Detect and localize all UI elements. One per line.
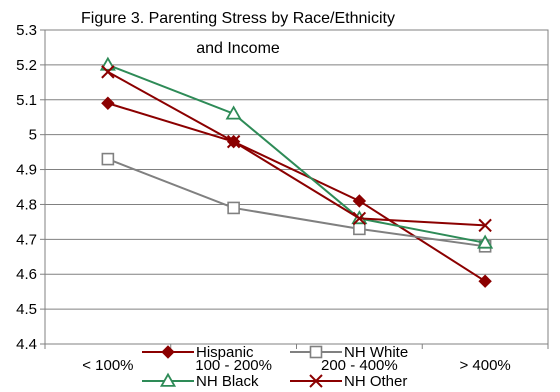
legend-label: NH White [344,344,408,361]
data-point [227,201,240,215]
legend-label: NH Black [196,373,259,390]
y-tick-label: 5 [29,127,37,144]
y-tick-label: 5.1 [16,92,37,109]
data-point [99,56,116,71]
y-tick-label: 4.8 [16,196,37,213]
legend-swatch-marker [309,345,323,359]
data-point [477,234,494,249]
legend: Hispanic NH White NH Black NH Other [142,344,408,390]
y-tick-label: 4.7 [16,231,37,248]
series-nh-other [101,65,492,233]
data-point [101,65,115,79]
legend-item: NH Other [290,373,407,390]
gridlines [45,29,548,345]
legend-swatch-marker [161,345,175,359]
y-tick-label: 5.2 [16,57,37,74]
chart-title-line-1: Figure 3. Parenting Stress by Race/Ethni… [81,10,395,27]
data-point [352,211,367,226]
chart-title-line-2: and Income [196,40,280,57]
series-line [107,102,486,283]
y-tick-label: 4.6 [16,266,37,283]
data-point [478,274,492,288]
data-point [226,134,241,149]
legend-item: NH Black [142,372,259,390]
series-line [107,158,486,248]
y-tick-label: 5.3 [16,22,37,39]
series-line [107,70,486,227]
x-axis-ticks: < 100% 100 - 200% 200 - 400% > 400% [44,344,549,374]
data-point [225,105,242,120]
x-tick-label: < 100% [82,357,133,374]
data-point [478,218,492,233]
series-line [107,63,486,244]
x-tick-label: 100 - 200% [195,357,272,374]
x-tick-label: 200 - 400% [321,357,398,374]
series-group [99,56,494,288]
y-tick-label: 4.9 [16,162,37,179]
data-point [352,194,367,208]
series-hispanic [101,96,492,288]
legend-swatch-marker [159,372,177,387]
data-point [101,96,115,110]
legend-label: Hispanic [196,344,254,361]
x-tick-label: > 400% [459,357,510,374]
y-tick-label: 4.4 [16,336,37,353]
plot-area-border [44,29,549,345]
series-nh-white [101,152,492,253]
y-axis-ticks: 4.4 4.5 4.6 4.7 4.8 4.9 5 5.1 5.2 5.3 [16,22,45,353]
legend-label: NH Other [344,373,407,390]
legend-item: NH White [290,344,408,361]
data-point [353,222,366,236]
legend-swatch-marker [309,374,323,388]
legend-item: Hispanic [142,344,254,361]
data-point [101,152,115,166]
y-tick-label: 4.5 [16,301,37,318]
